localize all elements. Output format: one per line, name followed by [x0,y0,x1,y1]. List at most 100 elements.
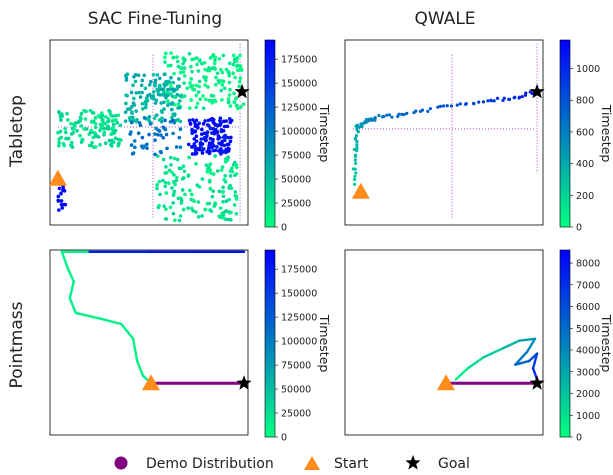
data-point [216,169,220,173]
data-point [163,72,167,76]
colorbar-tick-label: 0 [281,223,287,234]
data-point [170,102,174,106]
colorbar-tick-label: 150000 [281,79,317,90]
data-point [114,136,118,140]
data-point [211,189,215,193]
data-point [173,218,177,222]
data-point [352,167,355,170]
data-point [135,120,139,124]
data-point [179,94,183,98]
data-point [73,121,77,125]
data-point [216,124,220,128]
data-point [212,53,216,57]
data-point [232,92,236,96]
data-point [124,102,128,106]
data-point [219,206,223,210]
colorbar-tick-label: 0 [576,433,582,444]
data-point [194,130,198,134]
data-point [194,162,198,166]
data-point [57,208,61,212]
data-point [182,208,186,212]
data-point [191,84,195,88]
data-point [179,214,183,218]
data-point [58,187,62,191]
data-point [148,83,152,87]
data-point [213,58,217,62]
data-point [195,56,199,60]
data-point [168,80,172,84]
data-point [354,158,357,161]
data-point [182,81,186,85]
data-point [217,141,221,145]
colorbar-gradient [560,250,570,437]
data-point [164,128,168,132]
data-point [207,147,211,151]
data-point [163,84,167,88]
data-point [203,68,207,72]
data-point [119,138,123,142]
data-point [137,131,141,135]
colorbar-tick-label: 125000 [281,103,317,114]
data-point [228,62,232,66]
data-point [355,134,358,137]
legend-goal-marker [405,455,420,470]
data-point [217,79,221,83]
data-point [235,212,239,216]
data-point [64,137,68,141]
data-point [99,127,103,131]
column-title-sac: SAC Fine-Tuning [88,9,222,29]
data-point [212,118,216,122]
data-point [66,118,70,122]
data-point [222,120,226,124]
data-point [156,73,160,77]
data-point [198,58,202,62]
data-point [183,94,187,98]
panel-tabletop-sac [49,40,250,225]
data-point [165,191,169,195]
data-point [165,133,169,137]
colorbar-tick-label: 2000 [576,389,600,400]
data-point [171,119,175,123]
data-point [164,165,168,169]
data-point [197,200,201,204]
data-point [200,128,204,132]
data-point [209,209,213,213]
data-point [200,214,204,218]
data-point [205,150,209,154]
data-point [173,183,177,187]
data-point [204,97,208,101]
data-point [175,179,179,183]
data-point [152,73,156,77]
data-point [57,110,61,114]
data-point [98,143,102,147]
colorbar-tick-label: 25000 [281,409,311,420]
data-point [57,141,61,145]
data-point [228,88,232,92]
data-point [198,185,202,189]
data-point [354,137,357,140]
data-point [382,115,385,118]
data-point [143,116,147,120]
data-point [227,72,231,76]
data-point [59,192,63,196]
data-point [465,102,468,105]
data-point [513,96,516,99]
data-point [188,119,192,123]
data-point [131,83,135,87]
data-point [130,91,134,95]
data-point [212,149,216,153]
data-point [158,118,162,122]
data-point [173,157,177,161]
data-point [213,67,217,71]
data-point [124,119,128,123]
data-point [225,199,229,203]
data-point [140,83,144,87]
data-point [112,123,116,127]
data-point [178,106,182,110]
data-point [180,199,184,203]
colorbar-tick-label: 100000 [281,127,317,138]
data-point [446,104,449,107]
data-point [191,152,195,156]
data-point [355,146,358,149]
data-point [163,60,167,64]
